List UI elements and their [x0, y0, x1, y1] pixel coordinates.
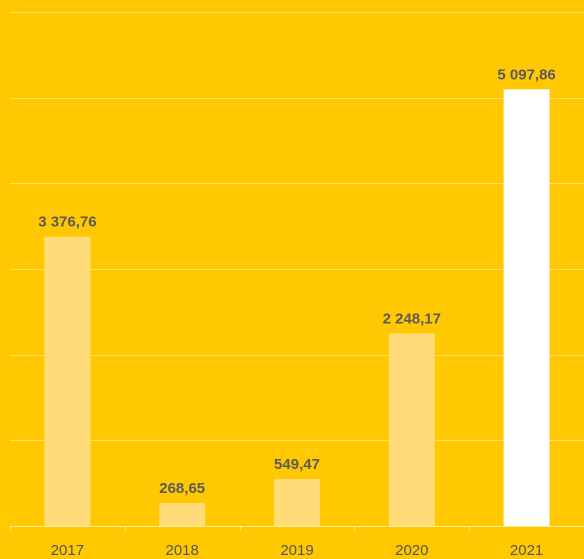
- x-tick-label-2018: 2018: [166, 542, 199, 559]
- gridlines: [10, 12, 584, 441]
- bar-2021: [503, 89, 550, 526]
- x-tick-label-2020: 2020: [395, 542, 428, 559]
- data-label-2021: 5 097,86: [497, 66, 555, 83]
- bar-2017: [44, 236, 91, 526]
- x-axis: 2017 2018 2019 2020 2021: [10, 526, 584, 559]
- data-label-2019: 549,47: [274, 456, 320, 473]
- bar-2019: [274, 478, 320, 526]
- data-label-2020: 2 248,17: [383, 310, 441, 327]
- data-label-2017: 3 376,76: [38, 214, 96, 231]
- bar-2018: [159, 502, 206, 526]
- x-tick-label-2021: 2021: [510, 542, 543, 559]
- x-tick-label-2019: 2019: [280, 542, 313, 559]
- value-labels: 3 376,76 268,65 549,47 2 248,17 5 097,86: [38, 66, 556, 497]
- bar-2020: [388, 333, 435, 526]
- data-label-2018: 268,65: [159, 480, 205, 497]
- bars: [44, 89, 550, 526]
- x-tick-label-2017: 2017: [51, 542, 84, 559]
